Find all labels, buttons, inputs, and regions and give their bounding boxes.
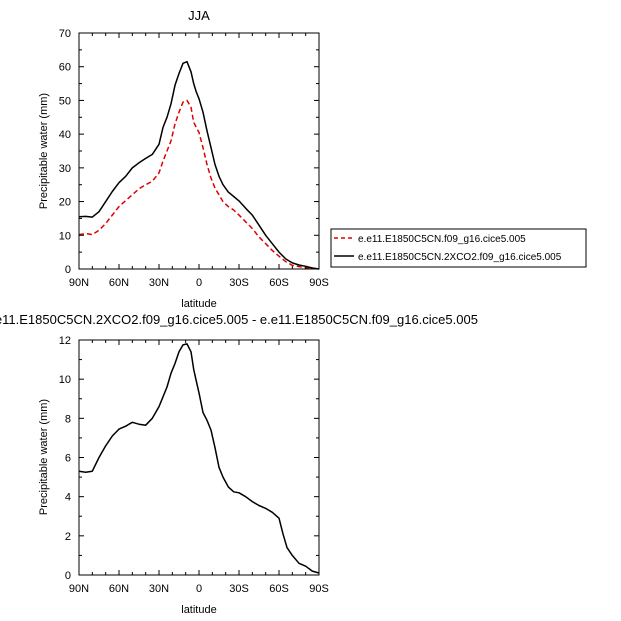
x-tick-label: 90S bbox=[309, 583, 329, 595]
series-line-0 bbox=[78, 343, 320, 574]
y-tick-label: 0 bbox=[65, 570, 71, 582]
panel-bottom: e.e11.E1850C5CN.2XCO2.f09_g16.cice5.005 … bbox=[0, 312, 478, 616]
series-line-0 bbox=[78, 99, 320, 270]
legend-label-control: e.e11.E1850C5CN.f09_g16.cice5.005 bbox=[358, 234, 526, 245]
legend-label-2xco2: e.e11.E1850C5CN.2XCO2.f09_g16.cice5.005 bbox=[358, 252, 562, 263]
x-tick-label: 60S bbox=[269, 583, 289, 595]
x-tick-label: 0 bbox=[196, 277, 202, 289]
chart-title: e.e11.E1850C5CN.2XCO2.f09_g16.cice5.005 … bbox=[0, 312, 478, 327]
x-tick-label: 90S bbox=[309, 277, 329, 289]
y-tick-label: 40 bbox=[59, 129, 71, 141]
y-tick-label: 70 bbox=[59, 28, 71, 40]
legend-box bbox=[330, 228, 587, 268]
y-tick-label: 10 bbox=[59, 374, 71, 386]
x-tick-label: 90N bbox=[69, 277, 89, 289]
plot-frame bbox=[78, 339, 320, 576]
legend: e.e11.E1850C5CN.f09_g16.cice5.005 e.e11.… bbox=[330, 228, 587, 268]
y-tick-label: 50 bbox=[59, 95, 71, 107]
series-line-1 bbox=[78, 60, 320, 270]
y-tick-label: 10 bbox=[59, 230, 71, 242]
y-axis-label: Precipitable water (mm) bbox=[38, 399, 50, 515]
x-tick-label: 30S bbox=[229, 277, 249, 289]
x-axis-label: latitude bbox=[181, 604, 216, 616]
x-tick-label: 60N bbox=[109, 277, 129, 289]
y-tick-label: 6 bbox=[65, 453, 71, 465]
y-tick-label: 60 bbox=[59, 62, 71, 74]
x-tick-label: 30S bbox=[229, 583, 249, 595]
y-tick-label: 8 bbox=[65, 413, 71, 425]
y-axis-label: Precipitable water (mm) bbox=[38, 93, 50, 209]
y-tick-label: 12 bbox=[59, 335, 71, 347]
x-tick-label: 0 bbox=[196, 583, 202, 595]
plot-frame bbox=[78, 32, 320, 270]
y-tick-label: 2 bbox=[65, 531, 71, 543]
x-tick-label: 90N bbox=[69, 583, 89, 595]
y-tick-label: 30 bbox=[59, 163, 71, 175]
y-tick-label: 4 bbox=[65, 492, 71, 504]
x-tick-label: 30N bbox=[149, 583, 169, 595]
y-tick-label: 0 bbox=[65, 264, 71, 276]
panel-top: JJA 90N 60N 30N 0 30S 60S 90S 010203040506070 … bbox=[38, 8, 587, 310]
x-axis-label: latitude bbox=[181, 298, 216, 310]
x-tick-label: 60S bbox=[269, 277, 289, 289]
y-tick-label: 20 bbox=[59, 197, 71, 209]
x-tick-label: 60N bbox=[109, 583, 129, 595]
x-tick-label: 30N bbox=[149, 277, 169, 289]
chart-title: JJA bbox=[188, 8, 210, 23]
